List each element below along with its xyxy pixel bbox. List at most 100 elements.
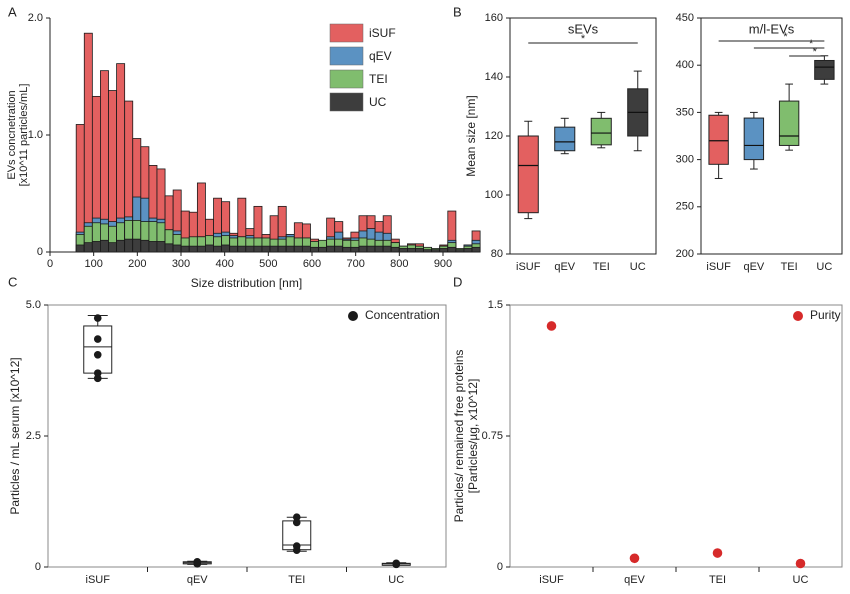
y-tick-label: 0 bbox=[35, 561, 41, 573]
legend-label: Purity bbox=[810, 308, 841, 322]
y-tick-label: 400 bbox=[676, 59, 694, 71]
histogram-bar-uc bbox=[253, 245, 263, 253]
legend-swatch-qev bbox=[329, 46, 364, 66]
x-axis-label: Size distribution [nm] bbox=[191, 276, 302, 290]
panel-label-a: A bbox=[8, 4, 17, 19]
histogram-bar-uc bbox=[156, 241, 166, 253]
y-tick-label: 1.0 bbox=[28, 129, 43, 141]
y-tick-label: 2.0 bbox=[28, 12, 43, 24]
y-tick-label: 0 bbox=[497, 561, 503, 573]
subplot-title: m/l-EVs bbox=[749, 21, 795, 36]
x-tick-label: qEV bbox=[624, 574, 645, 586]
y-axis-label: Particles / mL serum [x10^12] bbox=[8, 357, 22, 514]
purity-point-qev bbox=[629, 553, 640, 564]
x-tick-label: TEI bbox=[593, 261, 610, 273]
histogram-bar-uc bbox=[132, 238, 142, 253]
histogram-bar-uc bbox=[237, 245, 247, 253]
x-tick-label: qEV bbox=[554, 261, 575, 273]
data-point-qev bbox=[193, 557, 202, 566]
histogram-bar-uc bbox=[310, 246, 319, 253]
x-tick-label: TEI bbox=[709, 574, 726, 586]
purity-point-isuf bbox=[546, 321, 557, 331]
panel-label-d: D bbox=[453, 274, 462, 289]
x-tick-label: 700 bbox=[346, 258, 364, 270]
y-tick-label: 160 bbox=[485, 12, 503, 24]
data-point-tei bbox=[292, 518, 301, 527]
x-tick-label: 300 bbox=[172, 258, 190, 270]
legend-marker bbox=[348, 311, 358, 321]
legend-swatch-isuf bbox=[329, 23, 364, 43]
panel-d-scatter: 0 0.75 1.5 iSUF qEV TEI UC Purity Particles/ rem… bbox=[452, 299, 843, 586]
histogram-bar-uc bbox=[390, 246, 400, 253]
histogram-bar-uc bbox=[196, 245, 206, 253]
data-point-isuf bbox=[93, 314, 102, 322]
histogram-bar-uc bbox=[398, 248, 408, 253]
x-tick-label: TEI bbox=[288, 574, 305, 586]
histogram-bar-uc bbox=[334, 245, 344, 253]
y-tick-label: 450 bbox=[676, 12, 694, 24]
data-point-isuf bbox=[93, 369, 102, 377]
histogram-bar-uc bbox=[366, 245, 376, 253]
y-tick-label: 2.5 bbox=[26, 430, 41, 442]
legend-label: iSUF bbox=[369, 26, 396, 40]
histogram-bar-uc bbox=[439, 248, 449, 253]
legend-label: TEI bbox=[369, 72, 388, 86]
histogram-bar-uc bbox=[415, 248, 424, 253]
panel-label-c: C bbox=[8, 274, 17, 289]
legend-marker bbox=[793, 311, 803, 321]
histogram-bar-uc bbox=[269, 245, 279, 253]
histogram-bar-uc bbox=[277, 245, 287, 253]
histogram-bar-uc bbox=[108, 242, 117, 253]
x-tick-label: iSUF bbox=[539, 574, 564, 586]
box-qev bbox=[743, 117, 765, 161]
histogram-bar-uc bbox=[447, 246, 457, 253]
panel-a-histogram: 0 100 200 300 400 500 600 700 800 900 0 1.0 2.0 Size … bbox=[6, 12, 481, 290]
histogram-bar-uc bbox=[188, 245, 198, 253]
histogram-bar-uc bbox=[261, 245, 271, 253]
histogram-bar-uc bbox=[172, 244, 182, 253]
histogram-bar-uc bbox=[350, 246, 360, 253]
histogram-bar-uc bbox=[100, 239, 109, 253]
histogram-bar-uc bbox=[463, 248, 473, 253]
histogram-bar-uc bbox=[116, 239, 126, 253]
x-tick-label: 500 bbox=[259, 258, 277, 270]
legend-label: UC bbox=[369, 95, 387, 109]
plot-frame bbox=[509, 304, 843, 568]
legend-label: qEV bbox=[369, 49, 392, 63]
histogram-bar-uc bbox=[374, 245, 384, 253]
x-tick-label: UC bbox=[816, 261, 832, 273]
histogram-bar-uc bbox=[285, 245, 295, 253]
x-tick-label: qEV bbox=[187, 574, 208, 586]
histogram-bar-uc bbox=[140, 239, 150, 253]
x-tick-label: qEV bbox=[743, 261, 764, 273]
box-isuf bbox=[517, 135, 539, 214]
histogram-bar-uc bbox=[83, 242, 93, 253]
x-tick-label: 800 bbox=[390, 258, 408, 270]
histogram-bar-uc bbox=[75, 244, 85, 253]
x-tick-label: UC bbox=[630, 261, 646, 273]
panel-c-boxplot: 0 2.5 5.0 iSUF qEV TEI UC Concentration Particle… bbox=[8, 299, 447, 586]
legend-swatch-uc bbox=[329, 92, 364, 112]
data-point-uc bbox=[392, 559, 401, 568]
histogram-bar-uc bbox=[213, 245, 223, 253]
box-isuf bbox=[83, 325, 113, 374]
panel-label-b: B bbox=[453, 4, 462, 19]
significance-star: * bbox=[809, 38, 814, 50]
y-tick-label: 80 bbox=[491, 248, 503, 260]
subplot-title: sEVs bbox=[568, 21, 599, 36]
significance-star: * bbox=[581, 33, 586, 45]
legend-label: Concentration bbox=[365, 308, 440, 322]
box-tei bbox=[778, 100, 800, 146]
histogram-bar-uc bbox=[326, 245, 336, 253]
y-axis-label: Mean size [nm] bbox=[464, 95, 478, 176]
histogram-bar-uc bbox=[221, 244, 231, 253]
y-tick-label: 5.0 bbox=[26, 299, 41, 311]
y-axis-label: [x10^11 particles/mL] bbox=[18, 84, 30, 187]
x-tick-label: 0 bbox=[47, 258, 53, 270]
box-tei bbox=[590, 117, 612, 146]
x-tick-label: iSUF bbox=[516, 261, 541, 273]
histogram-bar-uc bbox=[124, 238, 134, 253]
histogram-bar-isuf bbox=[83, 32, 93, 253]
legend-swatch-tei bbox=[329, 69, 364, 89]
box-uc bbox=[814, 59, 835, 80]
